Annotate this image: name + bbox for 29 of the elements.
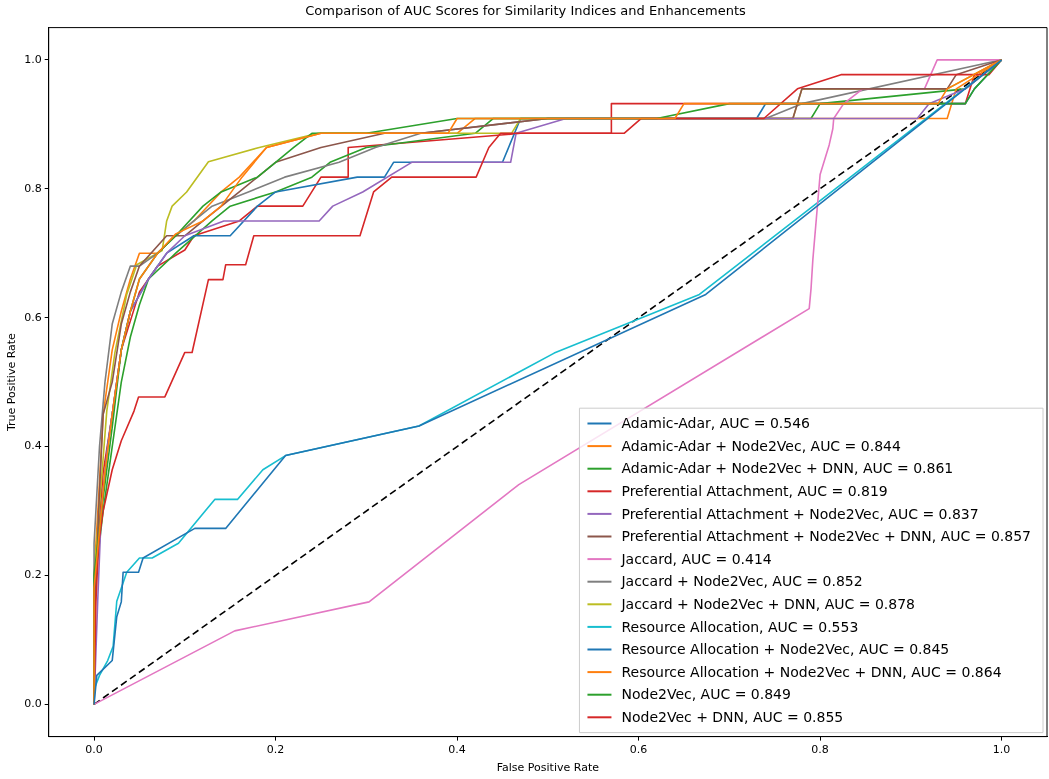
y-tick-label: 0.0 (24, 697, 42, 711)
y-tick-label: 0.2 (24, 568, 42, 582)
legend-label: Preferential Attachment, AUC = 0.819 (621, 482, 888, 499)
x-tick-label: 0.2 (266, 743, 285, 757)
legend-label: Jaccard + Node2Vec, AUC = 0.852 (620, 573, 863, 590)
y-tick-label: 1.0 (24, 52, 42, 66)
x-tick-label: 0.4 (448, 743, 466, 757)
x-tick-label: 0.8 (811, 743, 829, 757)
x-tick-label: 1.0 (992, 743, 1011, 757)
legend-label: Jaccard + Node2Vec + DNN, AUC = 0.878 (620, 595, 915, 612)
legend-label: Adamic-Adar, AUC = 0.546 (621, 415, 811, 432)
legend-label: Adamic-Adar + Node2Vec + DNN, AUC = 0.861 (621, 460, 954, 477)
chart-title: Comparison of AUC Scores for Similarity Indices and Enhancements (305, 3, 746, 19)
y-tick-label: 0.4 (24, 439, 42, 453)
legend-label: Node2Vec, AUC = 0.849 (621, 686, 791, 703)
legend-label: Resource Allocation + Node2Vec, AUC = 0.845 (621, 641, 950, 658)
legend-label: Resource Allocation, AUC = 0.553 (621, 618, 859, 635)
x-tick-label: 0.0 (85, 743, 103, 757)
legend-label: Node2Vec + DNN, AUC = 0.855 (621, 708, 844, 725)
legend-label: Resource Allocation + Node2Vec + DNN, AUC = 0.864 (621, 663, 1002, 680)
x-axis-title: False Positive Rate (496, 761, 600, 775)
x-tick-label: 0.6 (629, 743, 648, 757)
y-tick-label: 0.6 (24, 310, 42, 324)
y-tick-label: 0.8 (24, 181, 42, 195)
legend-label: Jaccard, AUC = 0.414 (620, 550, 772, 567)
legend-label: Preferential Attachment + Node2Vec + DNN, AUC = 0.857 (621, 528, 1032, 545)
legend-label: Adamic-Adar + Node2Vec, AUC = 0.844 (621, 437, 901, 454)
y-axis-title: True Positive Rate (5, 332, 19, 433)
legend-label: Preferential Attachment + Node2Vec, AUC = 0.837 (621, 505, 979, 522)
